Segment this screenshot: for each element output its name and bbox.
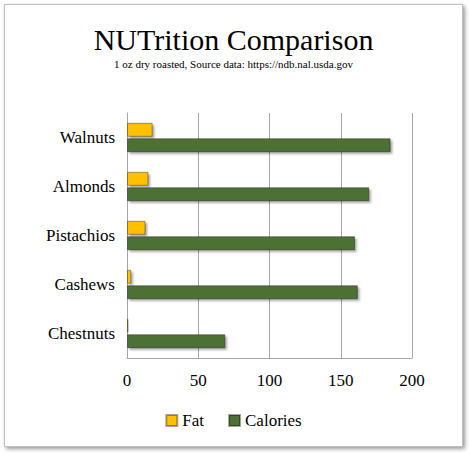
- svg-text:Walnuts: Walnuts: [60, 128, 115, 147]
- svg-text:200: 200: [399, 371, 425, 390]
- svg-text:NUTrition Comparison: NUTrition Comparison: [94, 23, 374, 56]
- svg-text:150: 150: [328, 371, 354, 390]
- svg-text:50: 50: [190, 371, 207, 390]
- svg-text:Chestnuts: Chestnuts: [48, 324, 115, 343]
- svg-text:Pistachios: Pistachios: [46, 226, 115, 245]
- svg-text:Fat: Fat: [182, 411, 204, 430]
- svg-text:Almonds: Almonds: [53, 177, 115, 196]
- svg-text:Cashews: Cashews: [55, 275, 115, 294]
- svg-text:100: 100: [257, 371, 283, 390]
- svg-text:Calories: Calories: [245, 411, 302, 430]
- svg-text:0: 0: [123, 371, 132, 390]
- svg-text:1 oz dry roasted, Source data:: 1 oz dry roasted, Source data: https://n…: [114, 58, 353, 70]
